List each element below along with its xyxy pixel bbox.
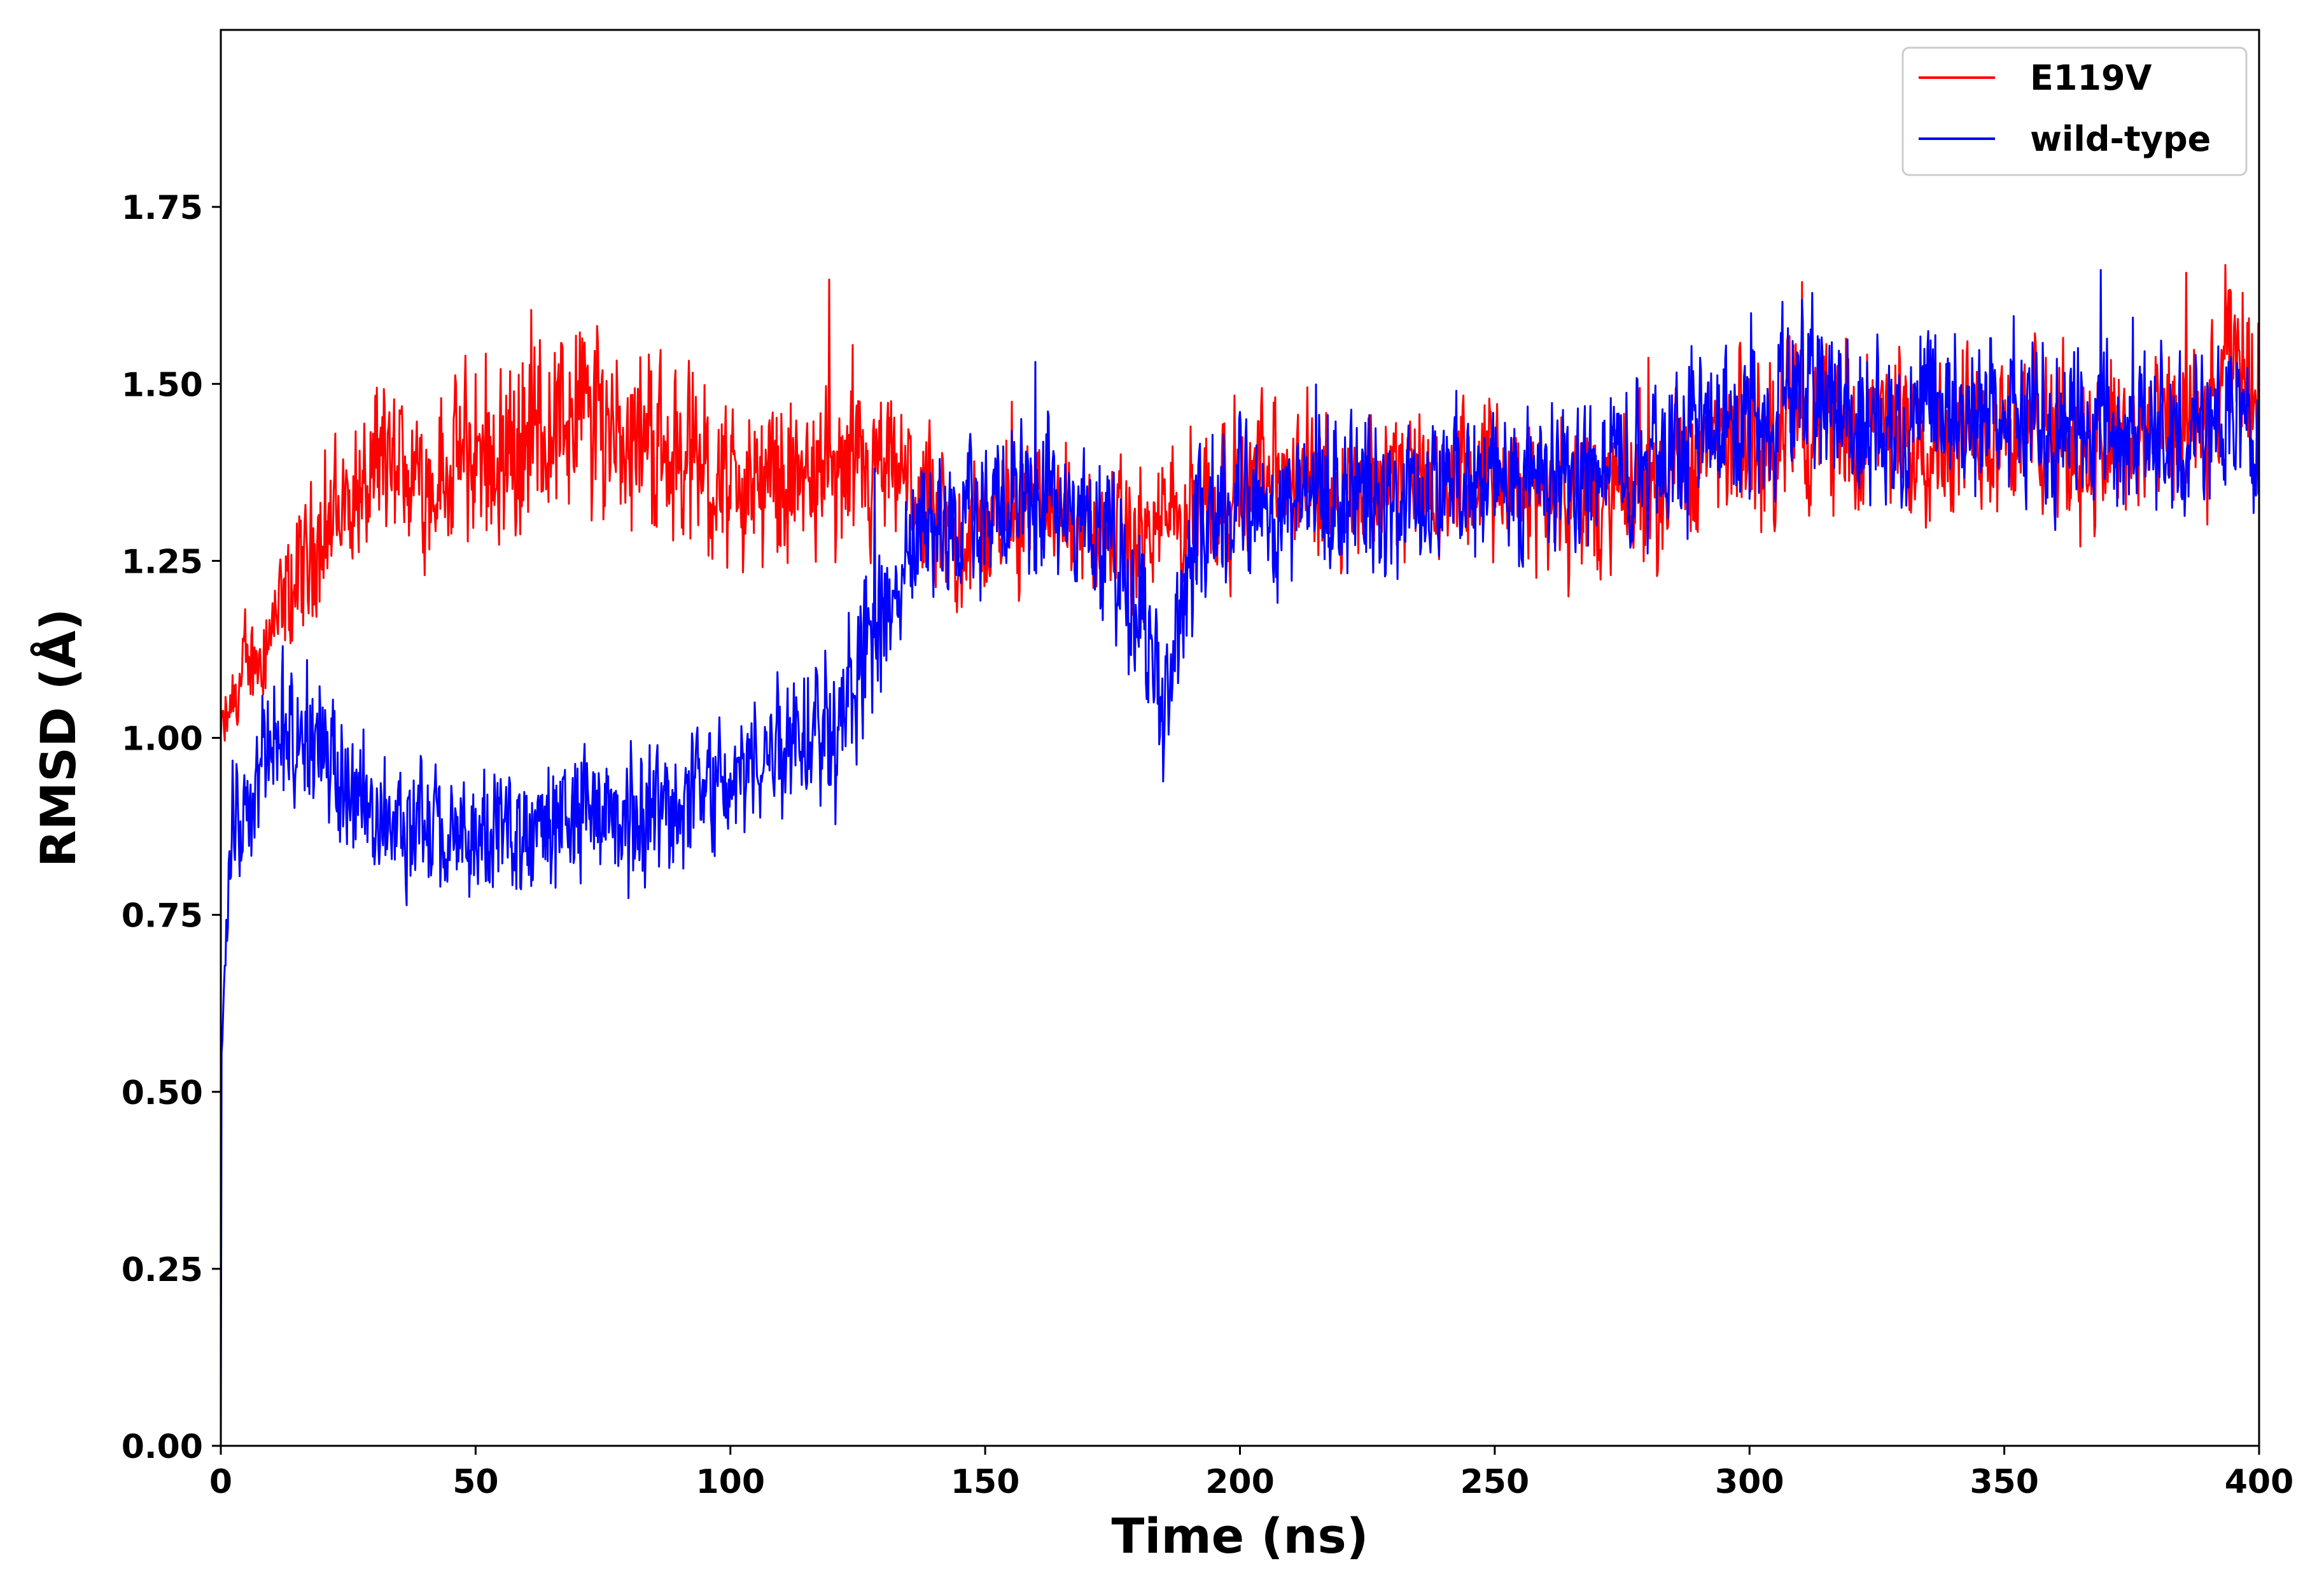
x-tick-label: 350	[1970, 1463, 2039, 1501]
series-line-wild-type	[221, 269, 2259, 1446]
y-tick-label: 1.25	[122, 543, 203, 581]
y-tick-label: 0.00	[122, 1428, 203, 1466]
y-tick-label: 1.00	[122, 720, 203, 759]
x-tick-label: 200	[1205, 1463, 1275, 1501]
x-tick-label: 250	[1460, 1463, 1530, 1501]
y-tick-label: 1.75	[122, 189, 203, 227]
plot-area	[221, 263, 2259, 1446]
x-tick-label: 100	[696, 1463, 765, 1501]
x-tick-label: 50	[452, 1463, 498, 1501]
legend-box	[1901, 46, 2248, 176]
legend-label-wild-type: wild-type	[2030, 119, 2211, 159]
y-axis-label: RMSD (Å)	[30, 608, 87, 867]
y-tick-label: 0.50	[122, 1074, 203, 1112]
y-tick-label: 0.75	[122, 897, 203, 935]
y-tick-label: 1.50	[122, 366, 203, 404]
x-tick-label: 0	[209, 1463, 232, 1501]
x-axis-ticks: 0 50 100 150 200 250 300 350 400	[209, 1446, 2293, 1501]
x-tick-label: 300	[1715, 1463, 1784, 1501]
legend-label-e119v: E119V	[2030, 58, 2152, 98]
y-axis-ticks: 0.00 0.25 0.50 0.75 1.00 1.25 1.50 1.75	[122, 189, 221, 1466]
y-tick-label: 0.25	[122, 1251, 203, 1289]
x-tick-label: 150	[951, 1463, 1020, 1501]
legend: E119V wild-type	[1901, 46, 2248, 176]
x-axis-label: Time (ns)	[1112, 1508, 1369, 1564]
x-tick-label: 400	[2225, 1463, 2294, 1501]
